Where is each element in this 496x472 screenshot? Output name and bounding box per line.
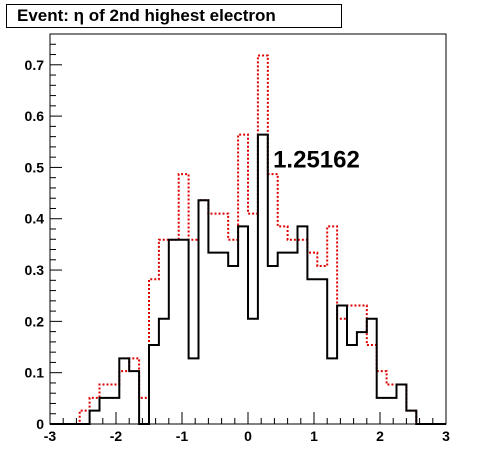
y-tick-label: 0.3 — [25, 262, 45, 278]
series-layer — [50, 54, 446, 425]
x-tick-label: 3 — [442, 428, 450, 444]
chart-title-text: Event: η of 2nd highest electron — [17, 6, 276, 25]
y-tick-label: 0.4 — [25, 211, 45, 227]
x-tick-label: -1 — [176, 428, 189, 444]
axes-layer: -3 -2 -1 0 1 2 3 0 0.1 0.2 0.3 0.4 0.5 0.6 0.7 — [25, 33, 450, 444]
x-tick-label: 0 — [244, 428, 252, 444]
y-tick-label: 0.5 — [25, 159, 45, 175]
y-tick-label: 0.6 — [25, 108, 45, 124]
histogram-series-1 — [50, 133, 446, 425]
y-tick-label: 0.2 — [25, 313, 45, 329]
stats-annotation: 1.25162 — [273, 146, 360, 173]
x-tick-label: -2 — [110, 428, 123, 444]
y-tick-label: 0 — [36, 416, 44, 432]
x-tick-label: 1 — [310, 428, 318, 444]
y-tick-label: 0.1 — [25, 365, 45, 381]
histogram-series-2 — [50, 54, 446, 425]
x-tick-label: 2 — [376, 428, 384, 444]
y-tick-label: 0.7 — [25, 57, 45, 73]
x-tick-label: -3 — [44, 428, 57, 444]
chart-title: Event: η of 2nd highest electron — [6, 4, 342, 28]
